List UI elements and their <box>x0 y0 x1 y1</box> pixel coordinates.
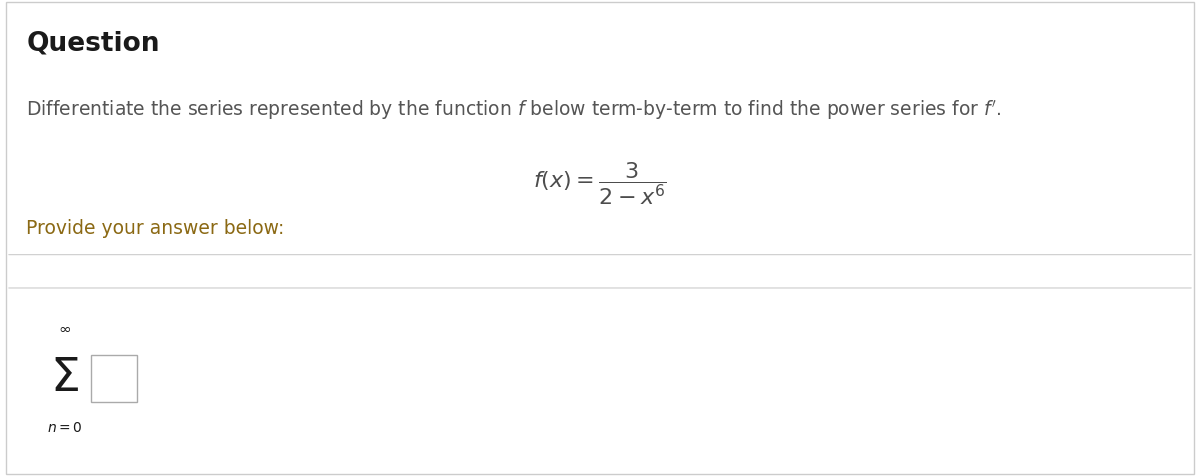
Text: $\infty$: $\infty$ <box>59 321 71 336</box>
Text: $f(x) = \dfrac{3}{2 - x^6}$: $f(x) = \dfrac{3}{2 - x^6}$ <box>533 160 667 207</box>
Text: $n=0$: $n=0$ <box>47 421 83 436</box>
Bar <box>91 355 137 402</box>
Text: Provide your answer below:: Provide your answer below: <box>26 219 284 238</box>
Text: Question: Question <box>26 31 160 57</box>
Text: $\Sigma$: $\Sigma$ <box>50 356 79 401</box>
Text: Differentiate the series represented by the function $f$ below term-by-term to f: Differentiate the series represented by … <box>26 98 1002 121</box>
